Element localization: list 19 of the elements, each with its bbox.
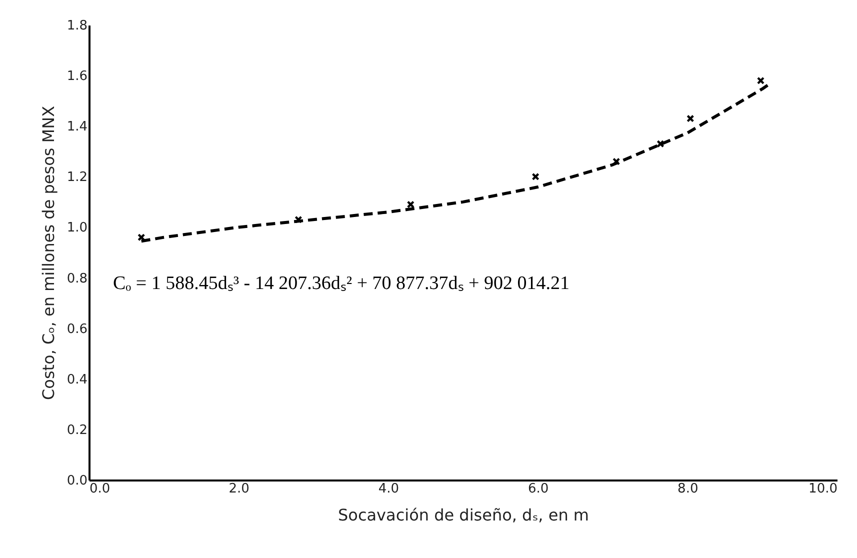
- y-tick-label: 0.6: [66, 322, 88, 337]
- y-tick-label: 1.2: [66, 170, 88, 186]
- x-tick-label: 6.0: [528, 482, 549, 496]
- x-tick-label: 10.0: [808, 482, 838, 496]
- x-tick-label: 2.0: [228, 482, 250, 496]
- line-series: [140, 82, 772, 243]
- y-axis-title: Costo, Cₒ, en millones de pesos MNX: [38, 106, 58, 400]
- x-axis-title: Socavación de diseño, dₛ, en m: [338, 506, 589, 524]
- x-tick-label: 0.0: [90, 482, 110, 496]
- y-tick-label: 0.4: [66, 372, 88, 388]
- y-tick-label: 1.0: [66, 220, 88, 236]
- annotation: Cₒ = 1 588.45dₛ³ - 14 207.36dₛ² + 70 877.37dₛ + 902 014.21: [113, 273, 570, 294]
- y-tick-label: 1.6: [66, 69, 88, 84]
- x-tick-label: 4.0: [378, 482, 400, 496]
- x-tick-label: 8.0: [678, 482, 698, 496]
- y-tick-label: 0.8: [66, 271, 88, 286]
- y-tick-label: 1.4: [66, 120, 88, 135]
- y-tick-label: 1.8: [66, 18, 88, 34]
- y-tick-label: 0.2: [66, 422, 88, 438]
